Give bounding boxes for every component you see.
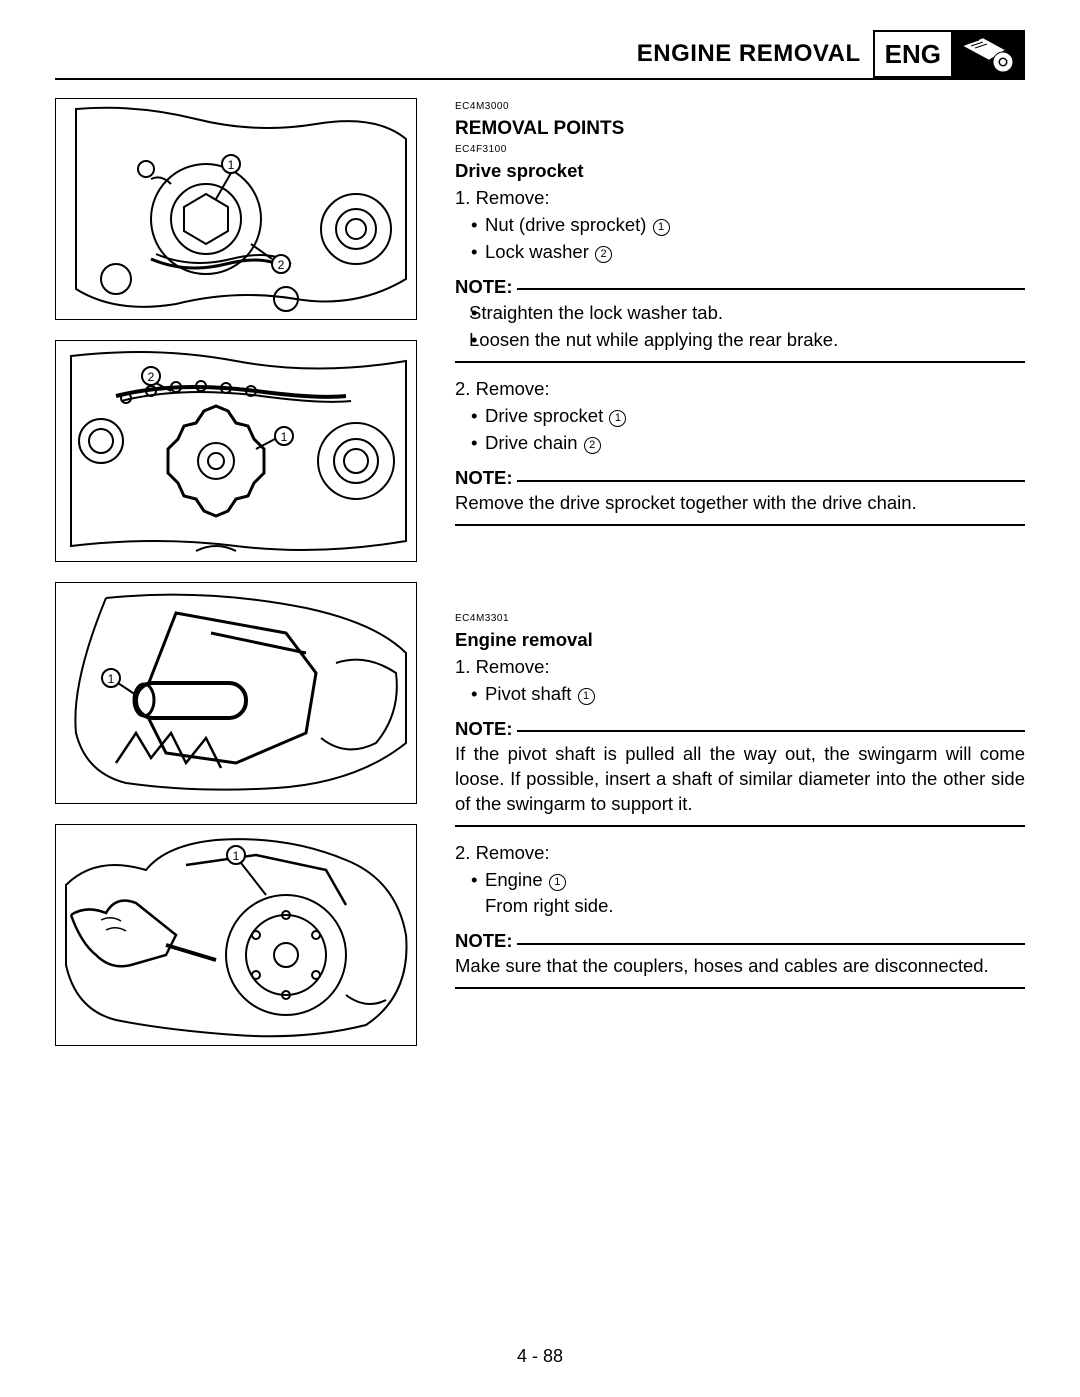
ref-circle: 2 [595,246,612,263]
rule-line [517,730,1025,732]
divider [455,825,1025,827]
bullet-item: Engine 1 [455,868,1025,893]
figures-column: 1 2 [55,98,435,1066]
svg-text:2: 2 [278,258,285,272]
svg-text:1: 1 [281,430,288,444]
page-number: 4 - 88 [0,1346,1080,1367]
note-text: If the pivot shaft is pulled all the way… [455,742,1025,817]
code-ref: EC4M3000 [455,100,1025,114]
step-2: 2. Remove: [455,377,1025,402]
rule-line [517,288,1025,290]
text-column: EC4M3000 REMOVAL POINTS EC4F3100 Drive s… [455,98,1025,1066]
sub-heading: Engine removal [455,628,1025,653]
note-text: Remove the drive sprocket together with … [455,491,1025,516]
sub-heading: Drive sprocket [455,159,1025,184]
svg-text:1: 1 [228,158,235,172]
ref-circle: 1 [549,874,566,891]
divider [455,987,1025,989]
note-bullet: Straighten the lock washer tab. [455,301,1025,326]
bullet-list: Engine 1 From right side. [455,868,1025,920]
ref-circle: 1 [653,219,670,236]
svg-text:1: 1 [108,672,115,686]
ref-circle: 2 [584,437,601,454]
sub-line: From right side. [455,894,1025,919]
engine-icon [953,32,1023,76]
rule-line [517,943,1025,945]
content-columns: 1 2 [55,98,1025,1066]
step-1: 1. Remove: [455,655,1025,680]
figure-3: 1 [55,582,417,804]
step-1: 1. Remove: [455,186,1025,211]
page-header: ENGINE REMOVAL ENG [55,30,1025,80]
bullet-item: Drive chain 2 [455,431,1025,456]
step-2: 2. Remove: [455,841,1025,866]
note-bullet: Loosen the nut while applying the rear b… [455,328,1025,353]
figure-1: 1 2 [55,98,417,320]
bullet-list: Pivot shaft 1 [455,682,1025,707]
figure-2: 1 2 [55,340,417,562]
rule-line [517,480,1025,482]
svg-text:1: 1 [233,849,240,863]
header-tag-box: ENG [873,30,1025,78]
svg-text:2: 2 [148,370,155,384]
bullet-item: Drive sprocket 1 [455,404,1025,429]
section-heading: REMOVAL POINTS [455,116,1025,142]
header-eng-label: ENG [875,32,953,76]
divider [455,361,1025,363]
note-heading: NOTE: [455,466,1025,491]
bullet-item: Pivot shaft 1 [455,682,1025,707]
note-heading: NOTE: [455,929,1025,954]
note-text: Make sure that the couplers, hoses and c… [455,954,1025,979]
bullet-list: Nut (drive sprocket) 1 Lock washer 2 [455,213,1025,265]
note-heading: NOTE: [455,717,1025,742]
code-ref: EC4F3100 [455,143,1025,157]
divider [455,524,1025,526]
bullet-item: Nut (drive sprocket) 1 [455,213,1025,238]
note-heading: NOTE: [455,275,1025,300]
ref-circle: 1 [578,688,595,705]
header-title: ENGINE REMOVAL [637,40,873,68]
bullet-item: Lock washer 2 [455,240,1025,265]
spacer [455,540,1025,610]
code-ref: EC4M3301 [455,612,1025,626]
ref-circle: 1 [609,410,626,427]
manual-page: ENGINE REMOVAL ENG [0,0,1080,1397]
figure-4: 1 [55,824,417,1046]
bullet-list: Drive sprocket 1 Drive chain 2 [455,404,1025,456]
